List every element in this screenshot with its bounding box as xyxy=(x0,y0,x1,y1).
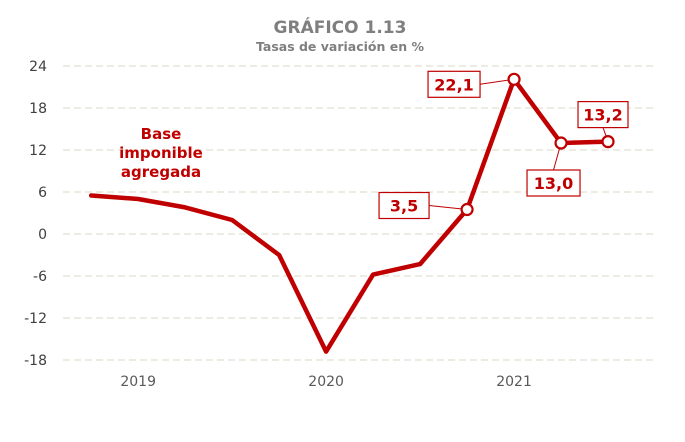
y-tick-label: 18 xyxy=(29,101,47,117)
y-tick-label: -6 xyxy=(33,269,47,285)
y-axis-ticks: 24 18 12 6 0 -6 -12 -18 xyxy=(24,59,47,369)
y-tick-label: -12 xyxy=(24,311,47,327)
chart-subtitle: Tasas de variación en % xyxy=(256,39,425,54)
y-tick-label: 24 xyxy=(29,59,47,75)
series-line xyxy=(88,77,611,354)
data-label: 22,1 xyxy=(434,75,473,94)
series-line-layer xyxy=(88,77,611,354)
data-label: 13,2 xyxy=(583,106,622,125)
y-tick-label: -18 xyxy=(24,353,47,369)
data-point-marker xyxy=(460,202,474,217)
y-tick-label: 0 xyxy=(38,227,47,243)
data-label-box xyxy=(526,169,581,197)
data-label-callouts: 3,5 22,1 13,0 13,2 xyxy=(378,70,629,220)
data-label-box xyxy=(378,191,430,220)
x-tick-label: 2021 xyxy=(496,374,532,390)
data-label-box xyxy=(577,100,629,129)
data-label-box xyxy=(427,70,481,98)
series-label-line-2: imponible xyxy=(119,144,203,162)
x-tick-label: 2019 xyxy=(120,374,156,390)
data-point-marker xyxy=(507,72,521,86)
data-label: 13,0 xyxy=(534,174,573,193)
data-point-marker xyxy=(601,135,615,149)
data-label: 3,5 xyxy=(390,197,418,216)
data-point-marker xyxy=(554,136,568,150)
y-tick-label: 6 xyxy=(38,185,47,201)
y-tick-label: 12 xyxy=(29,143,47,159)
gridlines xyxy=(63,65,655,361)
series-label: Base imponible agregada xyxy=(119,125,203,181)
x-axis-ticks: 2019 2020 2021 xyxy=(120,374,532,390)
chart-title: GRÁFICO 1.13 xyxy=(274,16,407,38)
series-label-line-3: agregada xyxy=(121,163,201,181)
series-label-line-1: Base xyxy=(141,125,182,143)
x-tick-label: 2020 xyxy=(308,374,344,390)
